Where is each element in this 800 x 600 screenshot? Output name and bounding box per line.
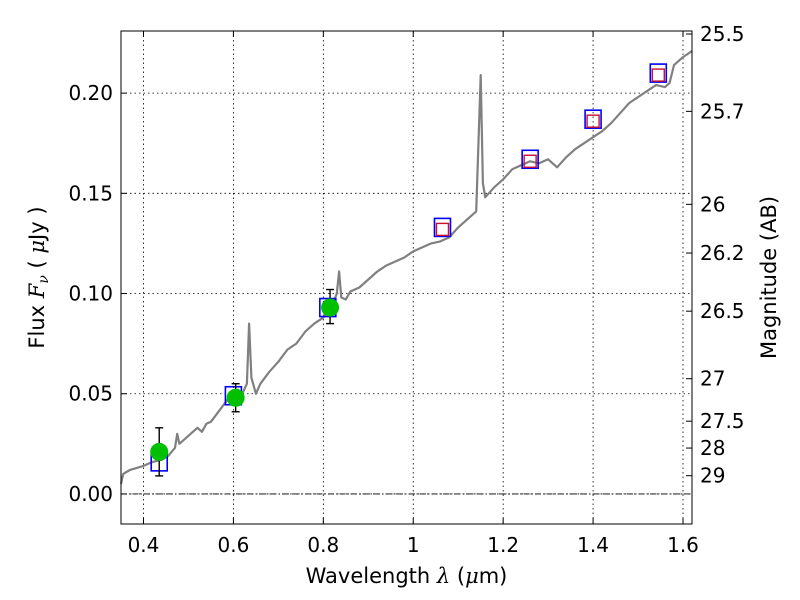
predicted-photometry-marker bbox=[523, 154, 537, 168]
y2-tick-label: 28 bbox=[700, 436, 725, 460]
observed-photometry-point bbox=[226, 388, 245, 407]
predicted-photometry-marker bbox=[651, 68, 665, 82]
model-photometry-marker bbox=[584, 109, 602, 129]
plot-frame bbox=[120, 30, 693, 525]
y2-tick-label: 26.5 bbox=[700, 299, 745, 323]
y2-axis-label: Magnitude (AB) bbox=[757, 196, 781, 359]
y2-tick-label: 27.5 bbox=[700, 409, 745, 433]
y-tick-label: 0.10 bbox=[68, 282, 113, 306]
y-tick-label: 0.15 bbox=[68, 181, 113, 205]
y-axis-label: Flux Fν ( μJy ) bbox=[25, 206, 52, 348]
y-tick-label: 0.00 bbox=[68, 482, 113, 506]
y2-tick-label: 25.7 bbox=[700, 99, 745, 123]
x-tick-label: 1.6 bbox=[667, 533, 699, 557]
y2-tick-label: 25.5 bbox=[700, 22, 745, 46]
y2-tick-label: 29 bbox=[700, 464, 725, 488]
grid bbox=[121, 31, 692, 524]
x-tick-label: 1.2 bbox=[487, 533, 519, 557]
y-tick-label: 0.05 bbox=[68, 382, 113, 406]
x-tick-label: 0.4 bbox=[128, 533, 160, 557]
y2-tick-label: 27 bbox=[700, 367, 725, 391]
observed-photometry-point bbox=[321, 298, 340, 317]
predicted-photometry-marker bbox=[586, 114, 600, 128]
x-axis-label: Wavelength λ (μm) bbox=[306, 564, 508, 588]
x-tick-label: 1 bbox=[407, 533, 420, 557]
ticks-group: 0.4 0.6 0.8 1 1.2 1.4 1.6 0.00 0.05 0.10 0.15 0.20 2… bbox=[68, 22, 744, 557]
y2-tick-label: 26 bbox=[700, 192, 725, 216]
markers-group bbox=[150, 63, 668, 477]
x-tick-label: 0.6 bbox=[217, 533, 249, 557]
x-tick-label: 0.8 bbox=[307, 533, 339, 557]
y2-tick-label: 26.2 bbox=[700, 241, 745, 265]
spectrum-group bbox=[119, 50, 693, 485]
predicted-photometry-marker bbox=[435, 222, 450, 237]
observed-photometry-point bbox=[150, 442, 169, 461]
model-photometry-marker bbox=[433, 217, 452, 238]
model-photometry-marker bbox=[521, 149, 539, 170]
x-tick-label: 1.4 bbox=[577, 533, 609, 557]
spectrum-line bbox=[119, 50, 693, 485]
y-tick-label: 0.20 bbox=[68, 81, 113, 105]
model-photometry-marker bbox=[649, 63, 668, 83]
